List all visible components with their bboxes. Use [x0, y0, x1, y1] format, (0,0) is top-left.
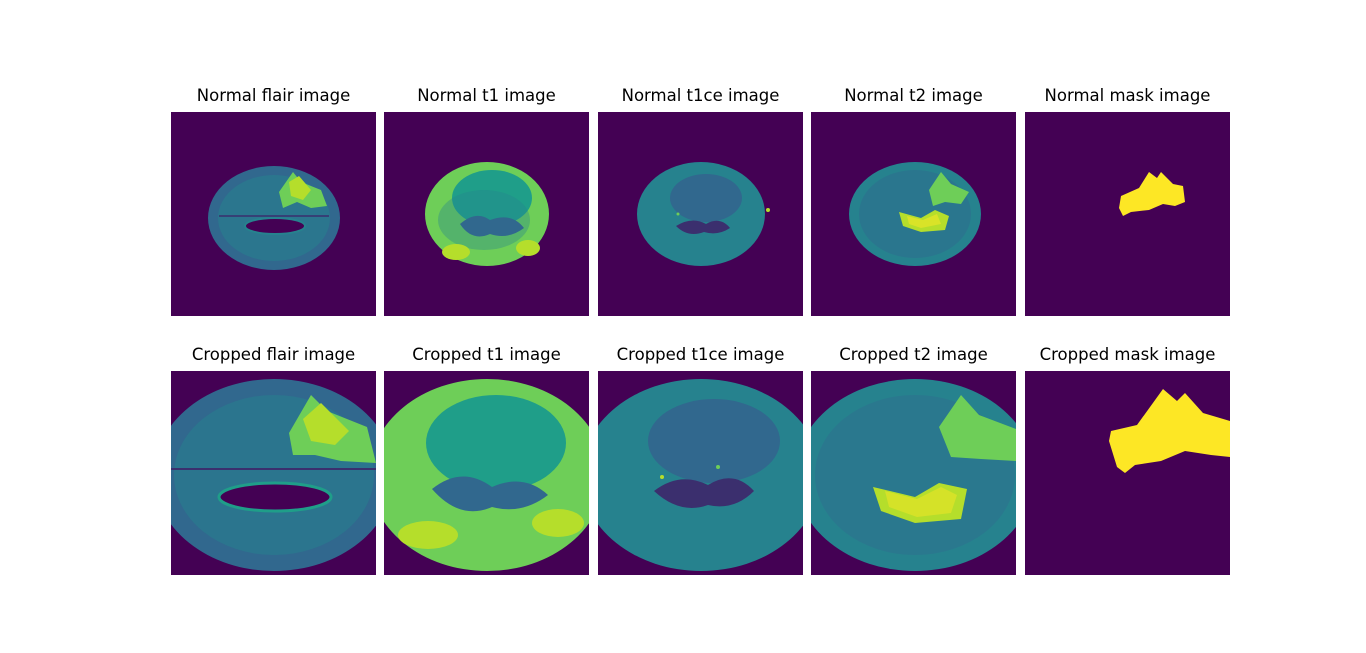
panel-title: Cropped t1 image [412, 345, 561, 364]
panel-title: Cropped mask image [1039, 345, 1216, 364]
cropped-mask-image [1025, 371, 1230, 575]
panel-title: Normal flair image [196, 86, 351, 105]
normal-mask-image [1025, 112, 1230, 316]
cropped-t2-image [811, 371, 1016, 575]
panel-title: Normal t1 image [417, 86, 556, 105]
panel-title: Normal mask image [1044, 86, 1211, 105]
panel-title: Cropped t1ce image [616, 345, 785, 364]
panel-title: Cropped t2 image [839, 345, 988, 364]
panel-title: Cropped flair image [191, 345, 356, 364]
normal-t2-image [811, 112, 1016, 316]
normal-flair-image [171, 112, 376, 316]
normal-t1ce-image [598, 112, 803, 316]
panel-title: Normal t2 image [844, 86, 983, 105]
panel-title: Normal t1ce image [621, 86, 780, 105]
cropped-flair-image [171, 371, 376, 575]
cropped-t1ce-image [598, 371, 803, 575]
normal-t1-image [384, 112, 589, 316]
cropped-t1-image [384, 371, 589, 575]
